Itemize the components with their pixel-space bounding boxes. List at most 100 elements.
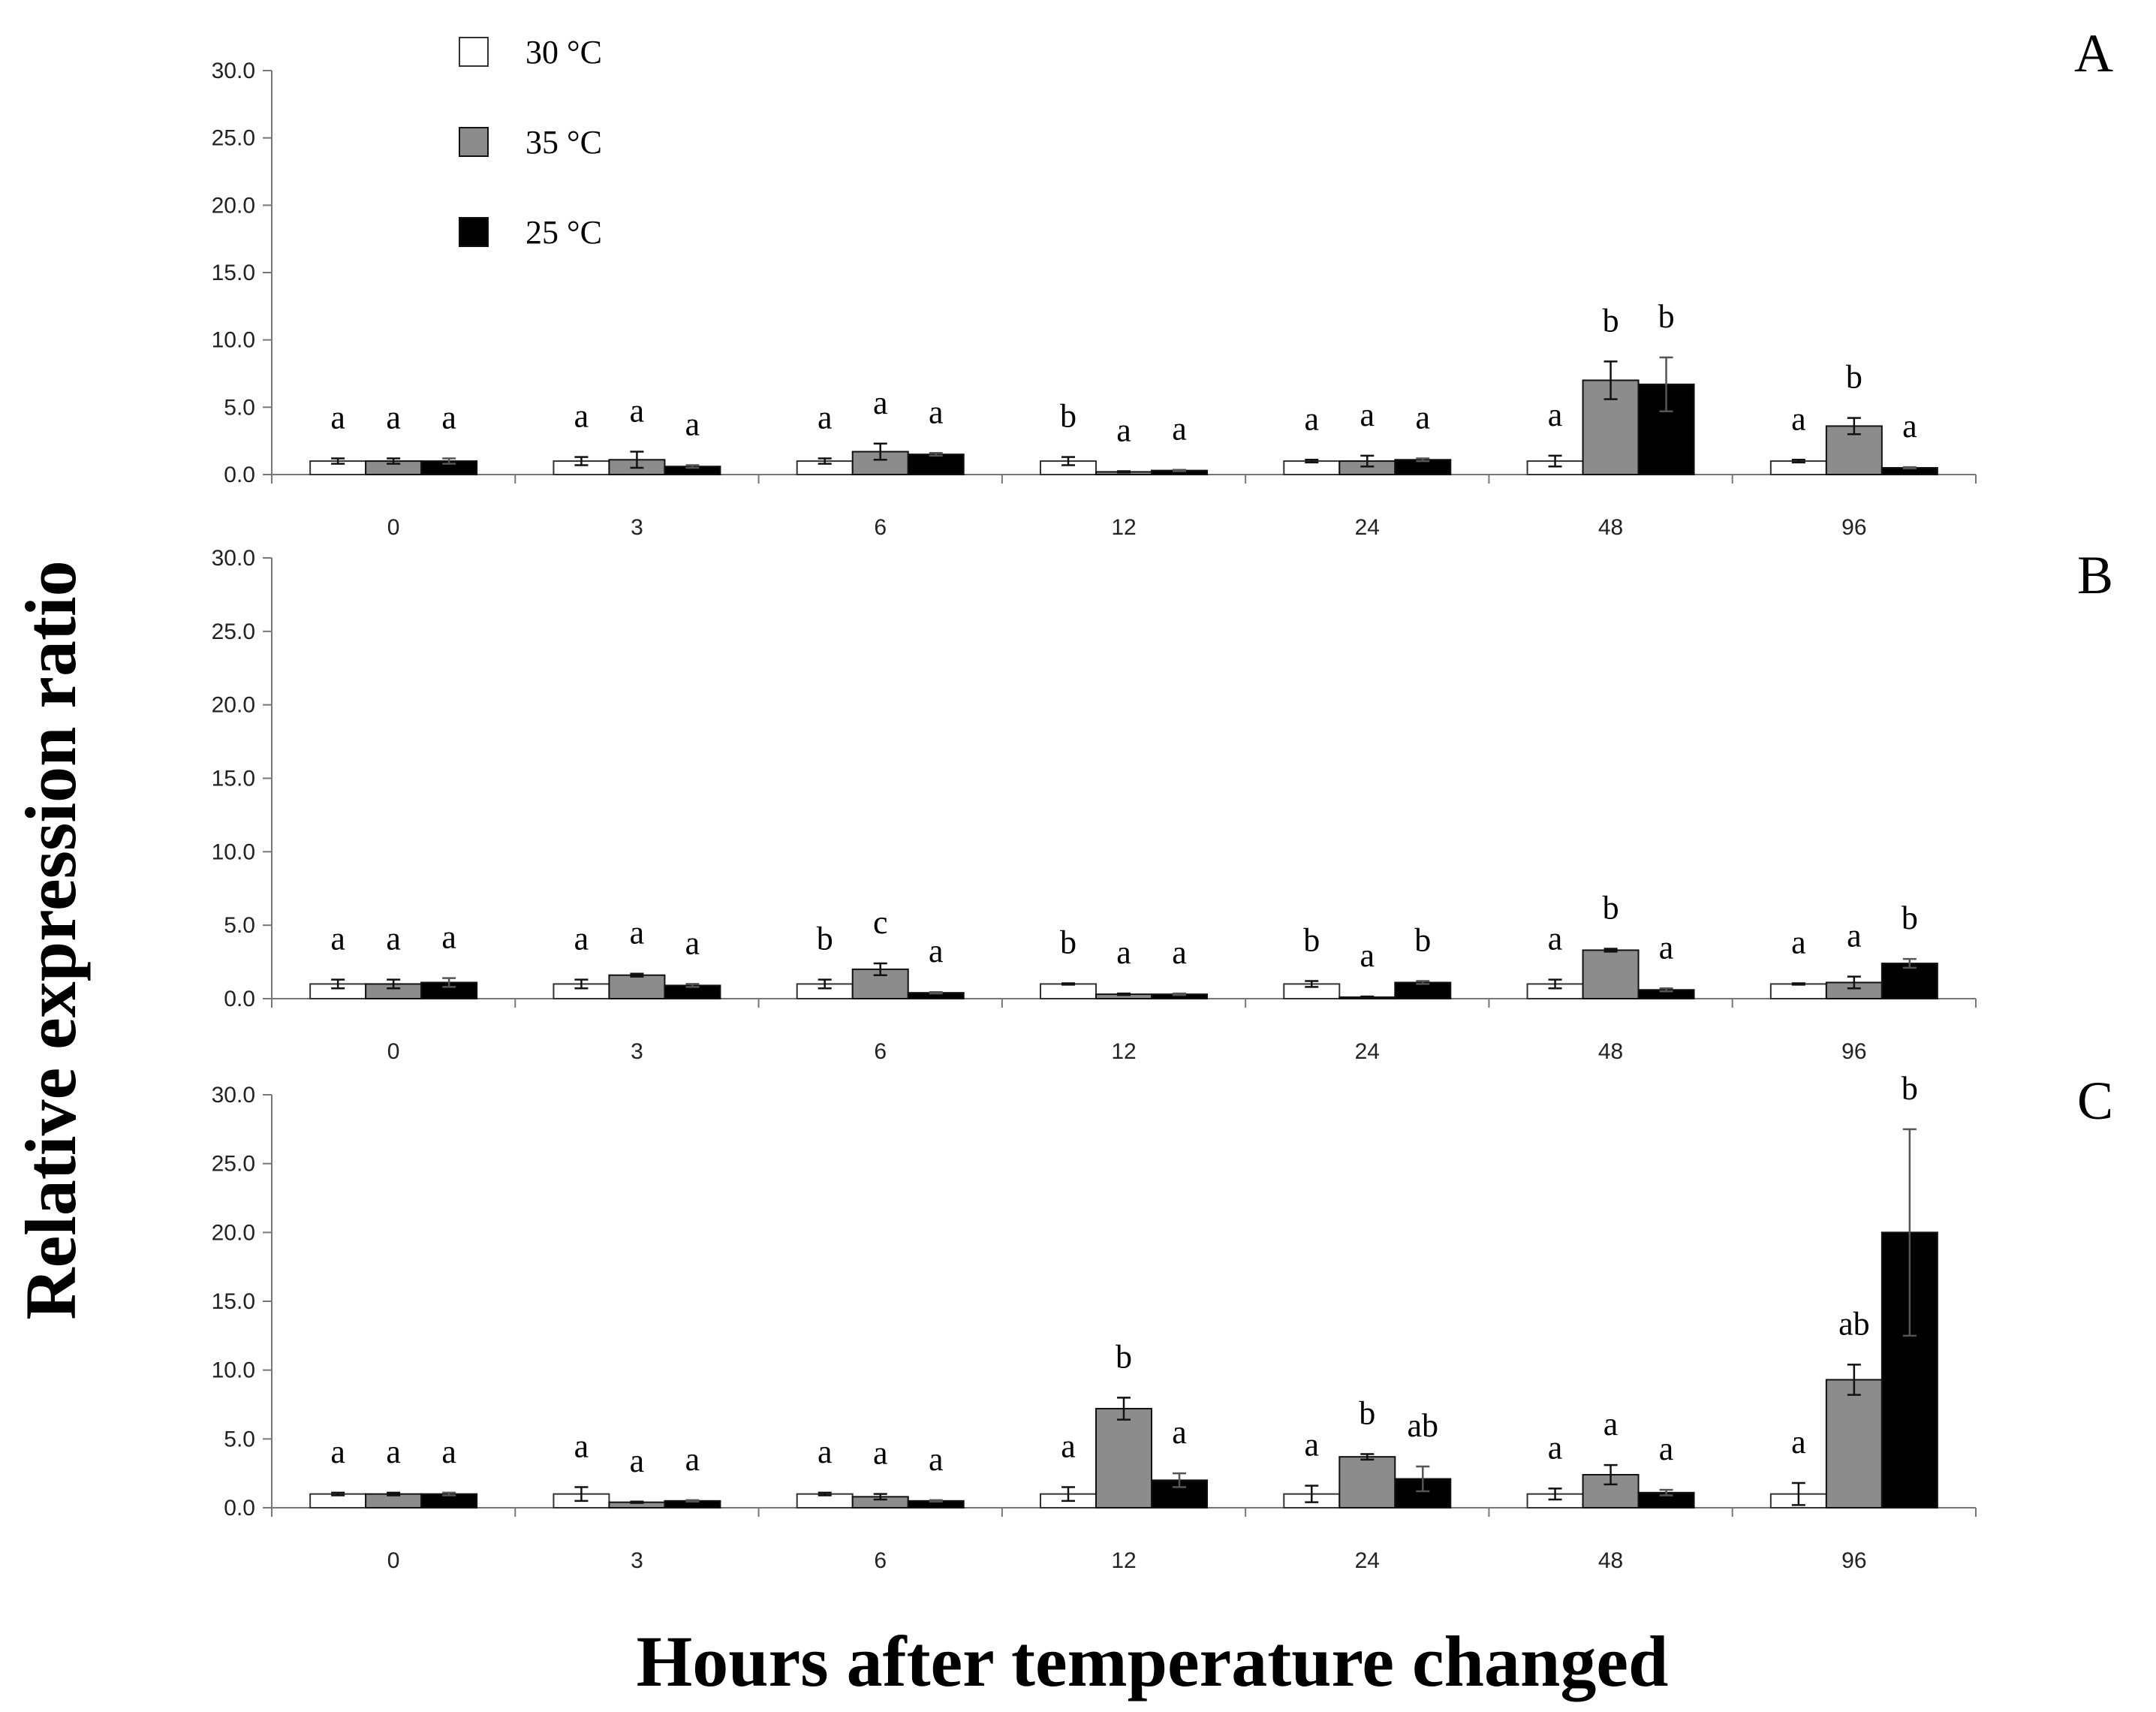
significance-letter: a [685,405,700,442]
x-tick-label: 24 [1355,1039,1380,1064]
y-tick-label: 0.0 [224,1496,255,1521]
significance-letter: b [1902,1070,1918,1107]
significance-letter: a [441,1433,456,1470]
panel-label: A [2074,23,2113,83]
significance-letter: a [873,384,888,421]
x-tick-label: 12 [1111,515,1136,540]
significance-letter: a [330,1433,345,1470]
significance-letter: a [441,919,456,956]
significance-letter: a [330,921,345,957]
x-tick-label: 6 [874,515,887,540]
x-tick-label: 48 [1598,515,1623,540]
significance-letter: b [1902,900,1918,936]
significance-letter: b [817,921,833,957]
y-tick-label: 0.0 [224,987,255,1011]
x-tick-label: 6 [874,1548,887,1573]
bar [1825,1379,1883,1509]
panels: 0.05.010.015.020.025.030.00 3 6 12 24 48 96a a a… [212,23,2113,1573]
x-tick-label: 48 [1598,1548,1623,1573]
significance-letter: b [1603,889,1619,926]
significance-letter: a [1791,924,1806,960]
panel-a: 0.0 5.0 10.0 15.0 20.0 25.0 30.0 0 3 6 12 24 48 96 a a a… [212,23,2113,540]
significance-letter: a [929,933,944,969]
significance-letter: a [630,1442,645,1479]
significance-letter: a [818,399,833,436]
y-tick-label: 5.0 [224,395,255,420]
legend-label: 25 °C [525,214,602,251]
legend-label: 30 °C [525,34,602,71]
significance-letter: a [1548,396,1563,433]
y-tick-label: 30.0 [212,546,255,571]
significance-letter: a [1172,1414,1187,1451]
significance-letter: a [1416,399,1431,436]
y-tick-label: 5.0 [224,913,255,938]
bar [1769,983,1827,1000]
y-tick-label: 30.0 [212,59,255,83]
x-tick-label: 12 [1111,1039,1136,1064]
x-tick-label: 3 [631,515,643,540]
significance-letter: b [1060,398,1076,435]
significance-letter: b [1303,922,1320,959]
significance-letter: a [929,1441,944,1478]
significance-letter: a [630,393,645,430]
bar [608,974,666,1000]
significance-letter: a [873,1435,888,1472]
y-tick-label: 20.0 [212,1220,255,1245]
x-tick-label: 0 [387,1039,400,1064]
legend-item: 25 °C [459,214,602,251]
significance-letter: a [386,399,401,436]
x-tick-label: 96 [1841,1039,1866,1064]
y-tick-label: 20.0 [212,193,255,218]
significance-letter: a [1902,408,1917,445]
significance-letter: a [574,921,589,957]
significance-letter: a [685,924,700,961]
bar [1151,1479,1208,1509]
panel-label: B [2077,545,2113,605]
x-tick-label: 3 [631,1039,643,1064]
x-tick-label: 48 [1598,1039,1623,1064]
panel-c: 0.0 5.0 10.0 15.0 20.0 25.0 30.0 0 3 6 12 24 48 96 a a a… [212,1070,2113,1573]
significance-letter: a [441,399,456,436]
x-axis-label: Hours after temperature changed [637,1621,1669,1701]
significance-letter: a [386,921,401,957]
y-tick-label: 25.0 [212,126,255,151]
bar [1095,1408,1152,1509]
significance-letter: a [1305,400,1320,437]
x-tick-label: 24 [1355,1548,1380,1573]
x-tick-label: 96 [1841,1548,1866,1573]
panel-b: 0.0 5.0 10.0 15.0 20.0 25.0 30.0 0 3 6 12 24 48 96 a a a… [212,545,2113,1064]
significance-letter: a [1061,1428,1076,1465]
significance-letter: a [1847,918,1862,954]
significance-letter: ab [1408,1407,1439,1444]
significance-letter: a [929,393,944,430]
y-tick-label: 10.0 [212,1358,255,1383]
significance-letter: a [574,398,589,435]
significance-letter: c [873,904,888,941]
y-tick-label: 0.0 [224,463,255,487]
significance-letter: a [1548,1429,1563,1466]
significance-letter: a [1791,400,1806,437]
y-tick-label: 5.0 [224,1427,255,1451]
x-tick-label: 6 [874,1039,887,1064]
significance-letter: a [386,1433,401,1470]
x-tick-label: 0 [387,515,400,540]
legend-label: 35 °C [525,124,602,161]
x-tick-label: 12 [1111,1548,1136,1573]
significance-letter: a [1172,934,1187,971]
significance-letter: a [1548,921,1563,957]
bar [1582,949,1640,1000]
significance-letter: a [630,915,645,951]
y-tick-label: 10.0 [212,839,255,864]
significance-letter: a [1305,1427,1320,1463]
significance-letter: b [1359,1395,1375,1432]
y-tick-label: 30.0 [212,1083,255,1108]
significance-letter: b [1414,922,1431,959]
significance-letter: a [1603,1406,1619,1442]
significance-letter: a [574,1428,589,1465]
significance-letter: b [1060,924,1076,960]
bar [1880,963,1938,1000]
bar [1394,981,1452,1000]
panel-label: C [2077,1071,2113,1131]
y-axis-label: Relative expression ratio [11,560,91,1319]
